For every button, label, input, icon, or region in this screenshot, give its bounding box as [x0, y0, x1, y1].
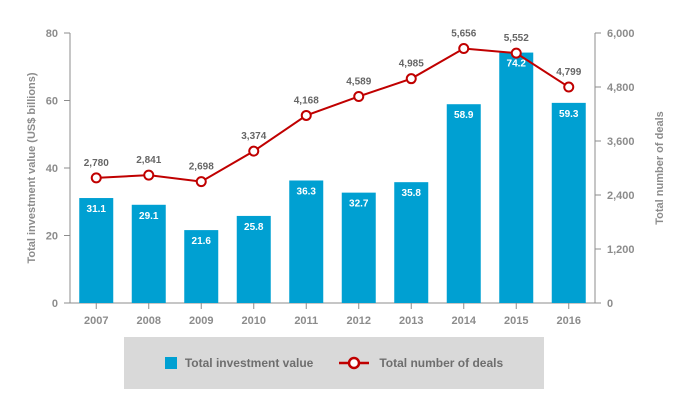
x-axis-tick-label: 2013: [399, 315, 423, 327]
x-axis-tick-label: 2014: [452, 315, 477, 327]
legend: Total investment value Total number of d…: [124, 337, 544, 389]
deals-marker: [90, 172, 102, 184]
deals-value-label: 2,698: [189, 162, 214, 173]
right-axis-title: Total number of deals: [654, 111, 666, 224]
left-axis-title: Total investment value (US$ billions): [26, 72, 38, 263]
deals-value-label: 5,656: [451, 28, 476, 39]
deals-value-label: 5,552: [504, 33, 529, 44]
bar: [236, 215, 271, 303]
bar: [446, 104, 481, 304]
deals-value-label: 2,780: [84, 158, 109, 169]
x-axis-tick-label: 2015: [504, 315, 528, 327]
bar: [289, 180, 324, 303]
deals-marker: [458, 42, 470, 54]
bar: [394, 182, 429, 303]
deals-marker: [510, 47, 522, 59]
deals-marker: [143, 169, 155, 181]
deals-marker: [300, 109, 312, 121]
right-axis-tick-label: 1,200: [607, 244, 635, 256]
bar: [499, 52, 534, 304]
deals-marker: [195, 176, 207, 188]
bar: [79, 198, 114, 303]
left-axis-tick-label: 0: [52, 298, 58, 310]
right-axis-tick-label: 3,600: [607, 136, 635, 148]
deals-value-label: 3,374: [241, 131, 266, 142]
deals-value-label: 4,168: [294, 95, 319, 106]
legend-item-deals: Total number of deals: [337, 356, 503, 370]
legend-label-deals: Total number of deals: [379, 356, 504, 370]
bar-value-label: 29.1: [139, 211, 159, 222]
bar-value-label: 35.8: [402, 188, 422, 199]
bar-value-label: 58.9: [454, 110, 474, 121]
deals-value-label: 2,841: [136, 155, 161, 166]
x-axis-tick-label: 2009: [189, 315, 213, 327]
bar: [184, 230, 219, 303]
deals-line: [96, 47, 570, 183]
legend-line-marker-icon: [339, 356, 370, 370]
bar-value-label: 31.1: [87, 204, 107, 215]
deals-marker: [353, 90, 365, 102]
deals-marker: [248, 145, 260, 157]
combo-chart: 0 20 40 60 80 0 1,200 2,400 3,600 4,800 6,000 Total…: [26, 28, 666, 327]
left-axis-tick-label: 40: [46, 163, 58, 175]
x-axis-tick-label: 2012: [347, 315, 371, 327]
x-axis-tick-label: 2007: [84, 315, 108, 327]
bar-value-label: 21.6: [192, 236, 212, 247]
legend-swatch-bar: [164, 357, 177, 369]
right-axis-tick-label: 6,000: [607, 28, 635, 40]
deals-value-label: 4,799: [556, 67, 581, 78]
x-axis-tick-label: 2008: [137, 315, 161, 327]
right-axis-tick-label: 4,800: [607, 82, 635, 94]
x-axis-tick-label: 2011: [294, 315, 318, 327]
deals-marker: [405, 73, 417, 85]
right-axis-tick-label: 0: [607, 298, 613, 310]
bar-value-label: 59.3: [559, 109, 579, 120]
left-axis-tick-label: 80: [46, 28, 58, 40]
bar-value-label: 32.7: [349, 199, 369, 210]
left-axis-tick-label: 60: [46, 96, 58, 108]
x-axis-tick-label: 2010: [242, 315, 266, 327]
legend-label-investment: Total investment value: [184, 356, 314, 370]
legend-item-investment: Total investment value: [164, 356, 314, 370]
bar: [131, 204, 166, 303]
right-axis-tick-label: 2,400: [607, 190, 635, 202]
bar-value-label: 25.8: [244, 222, 264, 233]
bar: [341, 192, 376, 303]
x-axis-tick-label: 2016: [557, 315, 581, 327]
deals-value-label: 4,589: [346, 76, 371, 87]
bar: [551, 102, 586, 303]
bar-value-label: 74.2: [507, 59, 527, 70]
bar-value-label: 36.3: [297, 186, 317, 197]
deals-marker: [563, 81, 575, 93]
deals-value-label: 4,985: [399, 59, 424, 70]
left-axis-tick-label: 20: [46, 231, 58, 243]
